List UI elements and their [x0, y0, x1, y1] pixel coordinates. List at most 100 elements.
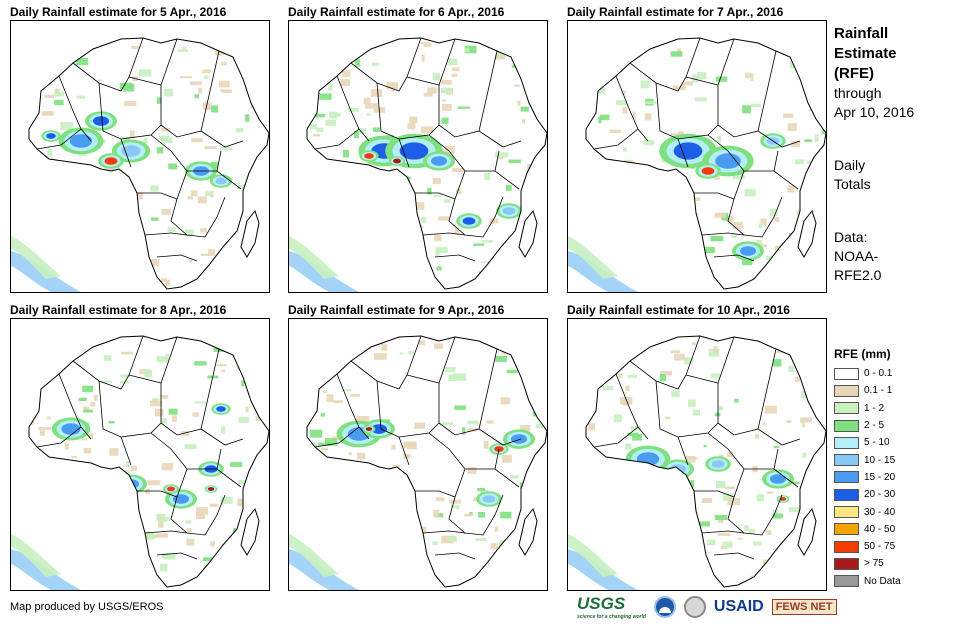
rain-cell	[349, 464, 358, 467]
rain-cell	[535, 423, 544, 429]
rain-field-ocean	[568, 534, 638, 590]
country-border	[655, 380, 719, 438]
rain-cell	[414, 422, 426, 429]
rain-cell	[160, 394, 169, 399]
rain-cell	[322, 46, 335, 50]
rain-cell	[586, 515, 599, 521]
rain-cell	[257, 411, 269, 420]
country-border	[494, 150, 500, 172]
rain-cell	[673, 142, 703, 160]
rain-cell	[151, 217, 159, 221]
rain-cell	[800, 561, 811, 568]
rain-field-ocean	[11, 236, 81, 292]
rain-cell	[11, 157, 21, 160]
legend-row: 2 - 5	[834, 417, 901, 434]
rain-cell	[750, 73, 754, 81]
country-border	[615, 373, 649, 440]
rain-cell	[491, 579, 503, 586]
rain-cell	[766, 491, 774, 494]
rain-cell	[614, 56, 622, 60]
rain-cell	[612, 359, 624, 364]
rain-cell	[195, 512, 205, 520]
rain-cell	[29, 91, 35, 99]
rain-cell	[348, 452, 352, 456]
rain-cell	[196, 507, 208, 515]
rain-cell	[726, 216, 734, 222]
rain-cell	[396, 548, 406, 552]
country-border	[137, 490, 178, 498]
rain-cell	[432, 177, 441, 185]
rain-cell	[90, 41, 103, 46]
rain-cell	[511, 434, 527, 444]
rain-cell	[337, 528, 343, 532]
rain-cell	[184, 444, 197, 450]
rain-cell	[160, 278, 168, 282]
rain-cell	[54, 544, 62, 550]
rain-cell	[766, 255, 775, 261]
rain-cell	[29, 187, 33, 196]
legend-label: 2 - 5	[864, 420, 885, 432]
rain-cell	[371, 62, 380, 66]
rain-cell	[228, 259, 235, 264]
country-border	[200, 130, 244, 148]
rain-cell	[186, 528, 192, 533]
rain-cell	[773, 509, 778, 518]
rain-cell	[467, 420, 479, 425]
rain-cell	[773, 359, 782, 367]
rain-cell	[515, 351, 529, 356]
rain-cell	[37, 236, 49, 244]
rain-cell	[589, 488, 596, 496]
rain-cell	[359, 283, 370, 289]
rain-cell	[136, 555, 140, 561]
rain-cell	[681, 81, 693, 86]
rain-cell	[402, 519, 412, 526]
rain-cell	[67, 262, 79, 271]
country-border	[406, 336, 456, 384]
rain-cell	[78, 397, 87, 401]
legend-swatch	[834, 471, 859, 484]
rain-cell	[357, 127, 366, 134]
rain-cell	[123, 136, 131, 142]
rain-cell	[693, 548, 703, 552]
rain-cell	[313, 113, 326, 118]
rain-cell	[622, 147, 627, 152]
rain-cell	[786, 420, 792, 423]
rain-cell	[820, 530, 826, 535]
rain-cell	[820, 290, 824, 292]
rain-cell	[155, 408, 164, 417]
rain-cell	[467, 427, 478, 432]
rain-cell	[649, 216, 662, 223]
rain-cell	[177, 49, 188, 52]
rain-cell	[576, 537, 582, 539]
rain-cell	[386, 476, 394, 483]
rain-cell	[239, 231, 243, 239]
rain-cell	[221, 369, 226, 373]
rain-cell	[390, 569, 401, 578]
rain-cell	[418, 287, 423, 289]
rain-cell	[774, 217, 780, 222]
rain-cell	[322, 526, 326, 530]
rain-cell	[90, 401, 96, 407]
rain-cell	[482, 495, 496, 503]
rain-cell	[632, 434, 642, 441]
rain-cell	[265, 481, 269, 485]
rain-cell	[822, 409, 826, 415]
rain-cell	[120, 470, 130, 476]
legend-swatch	[834, 506, 859, 519]
rain-cell	[464, 513, 474, 517]
rain-cell	[391, 444, 396, 450]
rain-cell	[388, 529, 401, 534]
rain-cell	[787, 123, 797, 131]
rain-cell	[155, 583, 161, 587]
through-label: through	[834, 85, 882, 101]
rain-cell	[603, 385, 614, 391]
rain-field-land	[29, 345, 269, 587]
rain-cell	[163, 516, 170, 522]
rain-cell	[742, 105, 751, 114]
rain-cell	[791, 575, 796, 580]
country-border	[398, 436, 410, 466]
rain-cell	[188, 259, 192, 263]
rain-cell	[123, 479, 139, 489]
rain-cell	[237, 184, 245, 190]
country-border	[160, 50, 220, 138]
